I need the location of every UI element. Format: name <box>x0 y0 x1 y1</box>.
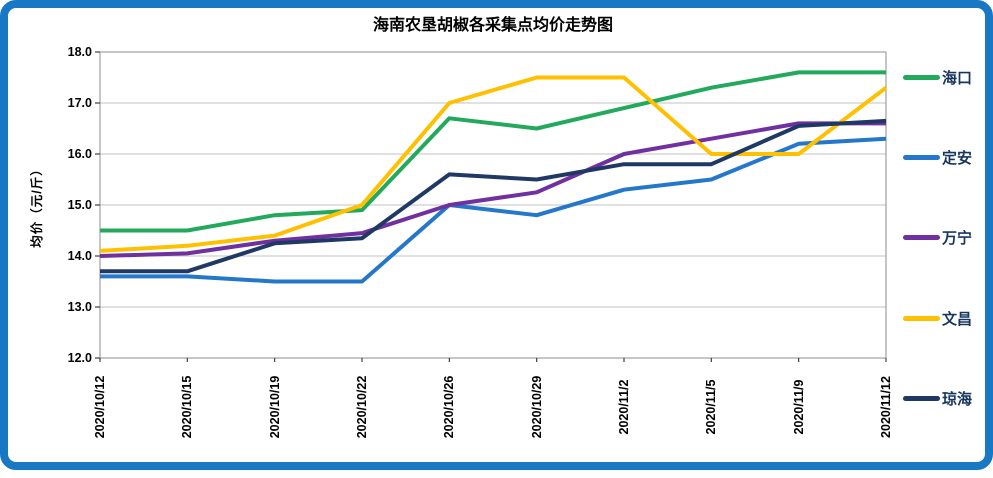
x-tick-label: 2020/10/26 <box>442 375 457 439</box>
y-tick-label: 18.0 <box>67 45 92 59</box>
y-tick-label: 12.0 <box>67 351 92 365</box>
y-tick-label: 15.0 <box>67 198 92 212</box>
legend-item-dingan: 定安 <box>903 147 989 168</box>
series-line-wanning <box>99 121 886 258</box>
legend-line-swatch-qionghai <box>903 396 940 402</box>
x-tick-label: 2020/11/9 <box>791 379 806 435</box>
legend-line-swatch-haikou <box>903 74 940 80</box>
y-tick-label: 13.0 <box>67 300 92 314</box>
x-tick-label: 2020/10/12 <box>93 375 107 439</box>
legend-item-wenchang: 文昌 <box>903 308 989 329</box>
legend-line-swatch-wanning <box>903 235 940 241</box>
chart-title: 海南农垦胡椒各采集点均价走势图 <box>372 17 613 34</box>
series-line-qionghai <box>100 118 887 274</box>
legend-label-wanning: 万宁 <box>942 230 973 248</box>
y-tick-label: 17.0 <box>67 96 92 110</box>
legend-label-qionghai: 琼海 <box>942 391 973 409</box>
series-line-haikou <box>100 70 886 233</box>
legend-item-wanning: 万宁 <box>903 227 989 248</box>
x-tick-label: 2020/11/12 <box>879 376 893 438</box>
x-tick-label: 2020/11/2 <box>617 379 631 435</box>
legend-item-qionghai: 琼海 <box>903 388 989 409</box>
legend-label-wenchang: 文昌 <box>942 310 973 328</box>
x-tick-label: 2020/11/5 <box>704 379 719 435</box>
y-tick-label: 16.0 <box>67 147 92 161</box>
x-tick-label: 2020/10/19 <box>267 375 282 439</box>
legend-label-haikou: 海口 <box>942 69 973 87</box>
x-tick-label: 2020/10/15 <box>180 375 195 439</box>
series-line-dingan <box>100 136 887 284</box>
legend-label-dingan: 定安 <box>942 150 973 168</box>
y-tick-label: 14.0 <box>67 249 92 263</box>
legend-item-haikou: 海口 <box>903 67 989 88</box>
legend: 海口定安万宁文昌琼海 <box>903 37 989 439</box>
series-line-wenchang <box>99 75 888 253</box>
x-tick-label: 2020/10/29 <box>529 375 544 439</box>
legend-line-swatch-dingan <box>903 155 940 161</box>
x-tick-label: 2020/10/22 <box>355 375 369 439</box>
legend-line-swatch-wenchang <box>903 315 940 321</box>
